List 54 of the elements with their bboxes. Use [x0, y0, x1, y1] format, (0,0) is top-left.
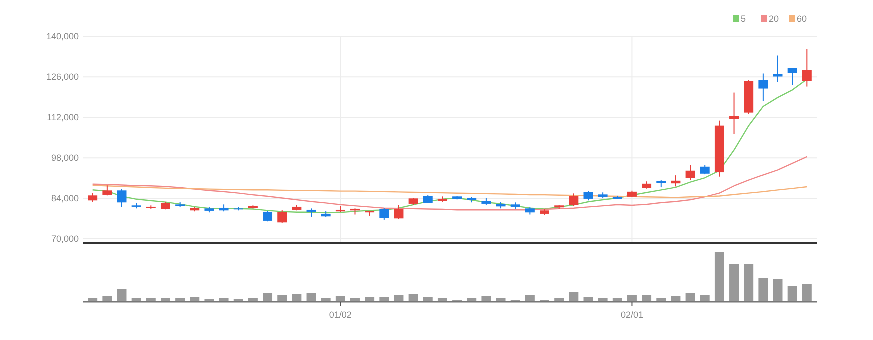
- candlestick: [117, 188, 127, 208]
- bar: [627, 296, 637, 302]
- bar: [700, 296, 710, 302]
- bar: [686, 294, 696, 302]
- y-tick-label: 84,000: [51, 194, 79, 204]
- legend-label: 5: [741, 14, 746, 24]
- bar: [642, 296, 652, 302]
- bar: [730, 264, 740, 302]
- bar: [102, 296, 112, 302]
- y-tick-label: 140,000: [46, 32, 79, 42]
- bar: [380, 297, 390, 302]
- bar: [802, 284, 812, 302]
- bar: [423, 297, 433, 302]
- bar: [292, 294, 302, 302]
- candlestick: [569, 193, 579, 206]
- x-tick-label: 01/02: [329, 310, 352, 320]
- y-tick-label: 98,000: [51, 153, 79, 164]
- candlestick: [102, 185, 112, 196]
- candlestick: [788, 68, 798, 86]
- bar: [788, 286, 798, 302]
- y-tick-label: 126,000: [46, 72, 79, 82]
- candlestick: [263, 210, 273, 222]
- bar: [714, 252, 724, 302]
- bar: [408, 294, 418, 302]
- bar: [278, 296, 288, 302]
- bar: [336, 296, 346, 302]
- candlestick: [380, 208, 390, 220]
- candlestick: [700, 164, 710, 176]
- candlestick: [584, 190, 594, 202]
- candlestick: [671, 175, 681, 188]
- bar: [190, 297, 200, 302]
- candlestick: [394, 204, 404, 220]
- y-tick-label: 112,000: [47, 112, 79, 123]
- bar: [117, 289, 127, 302]
- legend-label: 60: [797, 14, 808, 24]
- candlestick: [758, 73, 768, 102]
- bar: [773, 280, 783, 302]
- y-tick-label: 70,000: [51, 234, 79, 244]
- bar: [394, 296, 404, 302]
- candlestick: [686, 164, 696, 181]
- bar: [671, 296, 681, 302]
- candlestick: [278, 209, 288, 224]
- bar: [569, 292, 579, 302]
- bar: [525, 296, 535, 302]
- bar: [482, 296, 492, 302]
- candlestick: [802, 48, 812, 88]
- x-tick-label: 02/01: [620, 310, 644, 320]
- bar: [263, 293, 273, 302]
- legend-label: 20: [769, 14, 780, 24]
- candlestick: [773, 55, 783, 83]
- candlestick: [730, 92, 740, 135]
- bar: [365, 297, 375, 302]
- bar: [744, 264, 754, 302]
- bar: [758, 278, 768, 302]
